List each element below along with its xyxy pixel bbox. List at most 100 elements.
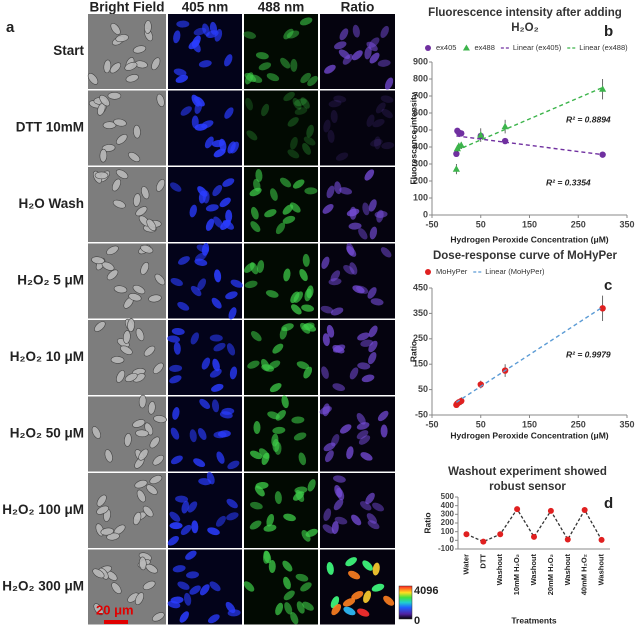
fit-line bbox=[455, 306, 604, 403]
point bbox=[480, 538, 487, 545]
y-axis-title: Ratio bbox=[422, 512, 432, 533]
cell bbox=[280, 57, 291, 69]
cell bbox=[227, 460, 240, 470]
chart-title: Dose-response curve of MoHyPer bbox=[432, 250, 618, 262]
cell bbox=[214, 269, 222, 283]
cell bbox=[380, 247, 392, 258]
cell bbox=[199, 584, 210, 596]
cell bbox=[109, 62, 121, 74]
point bbox=[497, 531, 504, 538]
cell bbox=[185, 550, 197, 560]
point bbox=[599, 85, 607, 92]
point bbox=[463, 531, 470, 538]
cell bbox=[213, 342, 226, 352]
cell bbox=[369, 226, 378, 240]
cell bbox=[207, 614, 220, 624]
annotation: R² = 0.8894 bbox=[566, 114, 611, 124]
cell bbox=[135, 592, 145, 605]
panel-letter: c bbox=[604, 277, 612, 294]
cell bbox=[151, 57, 161, 71]
cells bbox=[87, 20, 161, 85]
cell bbox=[104, 449, 113, 463]
cell bbox=[334, 41, 347, 50]
cell bbox=[181, 500, 189, 514]
cell bbox=[172, 565, 186, 573]
cell bbox=[169, 522, 183, 530]
cell bbox=[364, 169, 375, 181]
cell bbox=[352, 24, 360, 38]
cell bbox=[366, 41, 378, 52]
y-tick-label: 400 bbox=[413, 141, 428, 151]
cell bbox=[146, 218, 157, 231]
cells bbox=[167, 471, 239, 546]
cell bbox=[324, 64, 336, 74]
x-tick-label: 50 bbox=[476, 419, 486, 429]
cell bbox=[209, 21, 218, 35]
cell bbox=[282, 560, 293, 572]
cell bbox=[366, 513, 377, 524]
cell bbox=[340, 424, 352, 434]
cell bbox=[282, 204, 294, 215]
y-tick-label: 200 bbox=[413, 175, 428, 185]
cell bbox=[216, 451, 225, 464]
cells bbox=[170, 398, 240, 470]
cell bbox=[149, 436, 160, 449]
cell bbox=[170, 455, 183, 465]
cell bbox=[283, 268, 291, 282]
cells bbox=[326, 557, 395, 617]
y-tick-label: 900 bbox=[413, 56, 428, 66]
cells bbox=[323, 95, 395, 161]
cell bbox=[152, 362, 164, 374]
y-tick-label: 800 bbox=[413, 73, 428, 83]
cell bbox=[357, 332, 370, 341]
cell bbox=[380, 25, 389, 39]
cell bbox=[320, 305, 334, 314]
cells bbox=[180, 94, 239, 158]
cell bbox=[246, 130, 258, 141]
row-label: H₂O₂ 50 μM bbox=[10, 426, 84, 441]
cell bbox=[226, 512, 239, 521]
cell bbox=[287, 117, 299, 127]
cell bbox=[186, 571, 199, 579]
cell bbox=[331, 604, 342, 616]
cell bbox=[356, 422, 370, 430]
panel-letter: b bbox=[604, 23, 613, 40]
point bbox=[458, 397, 465, 405]
x-tick-label: 250 bbox=[571, 219, 586, 229]
cell bbox=[211, 139, 225, 148]
cell bbox=[383, 595, 395, 606]
cell bbox=[274, 491, 282, 505]
cell bbox=[133, 193, 141, 207]
cell bbox=[293, 432, 307, 441]
cell bbox=[352, 285, 365, 294]
cell bbox=[199, 398, 211, 409]
cell bbox=[170, 277, 183, 287]
cell bbox=[370, 138, 383, 147]
cell bbox=[142, 505, 154, 518]
cell bbox=[171, 327, 185, 336]
cell bbox=[124, 433, 132, 447]
cell bbox=[209, 368, 222, 378]
cell bbox=[92, 568, 105, 579]
cells bbox=[91, 244, 166, 309]
cell bbox=[250, 206, 259, 220]
cell bbox=[110, 22, 121, 35]
x-axis-title: Hydrogen Peroxide Concentration (μM) bbox=[450, 234, 608, 244]
cell bbox=[201, 357, 211, 370]
cell bbox=[368, 325, 378, 338]
cell bbox=[275, 410, 286, 421]
cell bbox=[283, 590, 295, 601]
cell bbox=[99, 94, 110, 107]
y-tick-label: 50 bbox=[418, 384, 428, 394]
cell bbox=[94, 171, 109, 180]
cell bbox=[149, 475, 163, 485]
legend-label: ex405 bbox=[436, 43, 456, 52]
cell bbox=[362, 202, 370, 216]
cell bbox=[256, 260, 265, 274]
cell bbox=[343, 606, 356, 616]
cells bbox=[243, 550, 314, 625]
cell bbox=[111, 178, 121, 192]
cell bbox=[99, 148, 108, 163]
cell bbox=[190, 285, 202, 297]
cell bbox=[266, 513, 275, 527]
